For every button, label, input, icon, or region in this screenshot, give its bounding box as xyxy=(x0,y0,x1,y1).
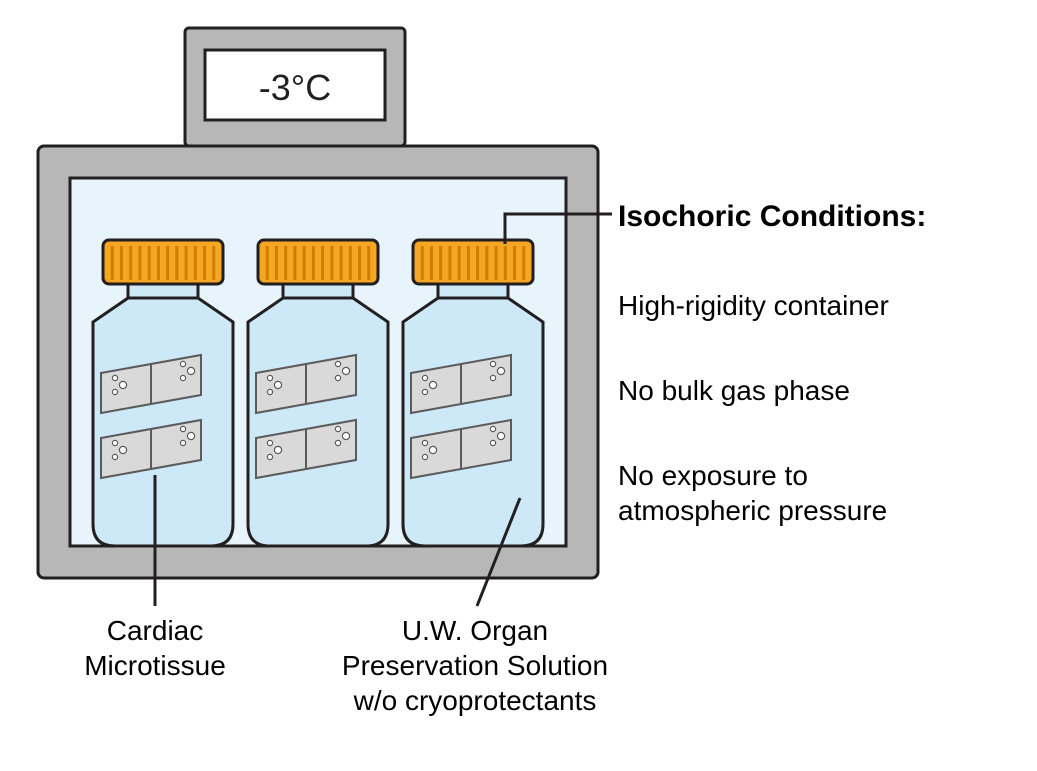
diagram: -3°C Isochoric Conditions: High-rigidity c… xyxy=(0,0,1037,771)
temp-display-value: -3°C xyxy=(259,67,331,108)
label-condition-3a: No exposure to xyxy=(618,460,808,491)
label-condition-3b: atmospheric pressure xyxy=(618,495,887,526)
label-isochoric-title: Isochoric Conditions: xyxy=(618,200,926,233)
bottle-body xyxy=(403,298,543,546)
label-uw-1: U.W. Organ xyxy=(402,615,548,646)
label-condition-2: No bulk gas phase xyxy=(618,375,850,406)
label-condition-1: High-rigidity container xyxy=(618,290,889,321)
bottle-body xyxy=(248,298,388,546)
label-uw-2: Preservation Solution xyxy=(342,650,608,681)
label-uw-3: w/o cryoprotectants xyxy=(353,685,597,716)
label-cardiac-2: Microtissue xyxy=(84,650,226,681)
bottle-body xyxy=(93,298,233,546)
label-cardiac-1: Cardiac xyxy=(107,615,203,646)
